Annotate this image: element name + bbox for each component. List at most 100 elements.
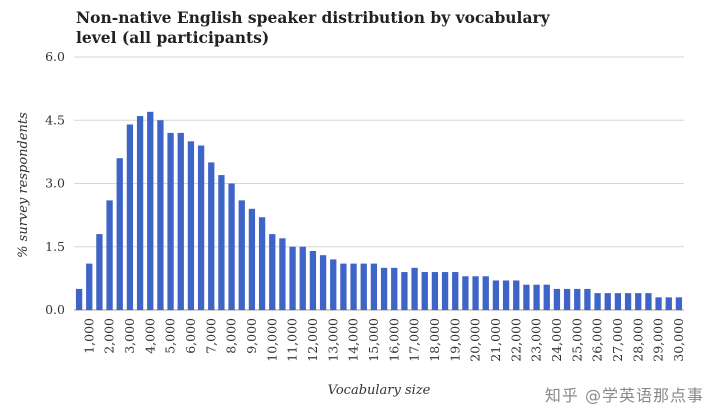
bar-27,500 [624, 293, 632, 310]
x-tick-label: 23,000 [529, 318, 544, 362]
bar-22,500 [523, 284, 530, 310]
bar-10,500 [279, 238, 286, 310]
bar-14,500 [360, 263, 367, 310]
bar-16,500 [401, 272, 408, 310]
y-axis-ticks: 0.0 1.5 3.0 4.5 6.0 [45, 49, 65, 317]
x-tick-label: 24,000 [549, 318, 564, 362]
bar-5,500 [177, 132, 184, 310]
chart-title: Non-native English speaker distribution … [76, 8, 550, 47]
x-tick-label: 2,000 [102, 318, 117, 354]
bar-27,000 [614, 293, 622, 310]
y-axis-title: % survey respondents [16, 112, 31, 258]
bar-28,500 [645, 293, 652, 310]
bar-17,000 [411, 267, 418, 310]
x-axis-ticks: 1,000 2,000 3,000 4,000 5,000 6,000 7,000 8,000… [81, 318, 686, 362]
bar-10,000 [269, 234, 276, 310]
bar-17,500 [421, 272, 428, 310]
bar-24,000 [553, 288, 561, 310]
x-tick-label: 12,000 [305, 318, 320, 362]
y-tick-label: 1.5 [45, 239, 65, 254]
bar-19,500 [462, 276, 469, 310]
x-tick-label: 20,000 [468, 318, 483, 362]
x-tick-label: 10,000 [264, 318, 279, 362]
x-tick-label: 9,000 [244, 318, 259, 354]
x-tick-label: 15,000 [366, 318, 381, 362]
bar-9,500 [258, 217, 266, 310]
bar-3,500 [136, 116, 144, 310]
x-tick-label: 5,000 [163, 318, 178, 354]
x-tick-label: 4,000 [142, 318, 157, 354]
bar-5,000 [167, 132, 174, 310]
bar-18,500 [441, 272, 449, 310]
x-tick-label: 3,000 [122, 318, 137, 354]
bar-21,000 [492, 280, 500, 310]
gridlines [74, 56, 684, 311]
bar-15,000 [370, 263, 378, 310]
bar-1,500 [96, 234, 103, 310]
x-tick-label: 13,000 [325, 318, 340, 362]
bar-7,000 [208, 162, 215, 310]
y-tick-label: 4.5 [45, 112, 65, 127]
x-tick-label: 27,000 [610, 318, 625, 362]
bar-500 [75, 288, 83, 310]
bar-15,500 [380, 267, 388, 310]
bar-4,000 [147, 111, 154, 310]
bar-26,500 [604, 293, 611, 310]
bar-28,000 [635, 293, 642, 310]
bar-25,000 [574, 288, 581, 310]
bar-16,000 [391, 267, 398, 310]
bar-23,000 [533, 284, 540, 310]
x-tick-label: 25,000 [569, 318, 584, 362]
bar-12,000 [309, 250, 317, 310]
bar-24,500 [563, 288, 571, 310]
bar-4,500 [157, 120, 164, 310]
x-tick-label: 7,000 [203, 318, 218, 354]
bar-2,000 [106, 200, 113, 310]
bar-14,000 [350, 263, 357, 310]
bar-13,000 [330, 259, 337, 310]
x-tick-label: 28,000 [630, 318, 645, 362]
x-tick-label: 26,000 [590, 318, 605, 362]
x-tick-label: 1,000 [81, 318, 96, 354]
x-tick-label: 14,000 [346, 318, 361, 362]
watermark: 知乎 @学英语那点事 [544, 386, 704, 405]
x-tick-label: 21,000 [488, 318, 503, 362]
x-axis-title: Vocabulary size [328, 383, 431, 398]
bar-11,000 [289, 246, 296, 310]
x-tick-label: 30,000 [671, 318, 686, 362]
bar-1,000 [86, 263, 93, 310]
bar-6,000 [187, 141, 195, 310]
x-tick-label: 29,000 [651, 318, 666, 362]
bar-2,500 [116, 158, 123, 310]
bar-22,000 [513, 280, 520, 310]
bar-21,500 [502, 280, 510, 310]
bar-9,000 [248, 208, 256, 310]
y-tick-label: 6.0 [45, 49, 65, 64]
bar-29,000 [655, 297, 662, 310]
bar-26,000 [594, 293, 601, 310]
bar-6,500 [197, 145, 205, 310]
x-tick-label: 8,000 [224, 318, 239, 354]
x-tick-label: 16,000 [386, 318, 401, 362]
bar-25,500 [584, 288, 591, 310]
x-tick-label: 11,000 [285, 318, 300, 362]
bar-20,000 [472, 276, 479, 310]
bar-19,000 [452, 272, 459, 310]
x-tick-label: 19,000 [447, 318, 462, 362]
bar-3,000 [126, 124, 134, 310]
bar-29,500 [665, 297, 672, 310]
y-tick-label: 0.0 [45, 302, 65, 317]
bar-8,000 [228, 183, 235, 310]
bar-23,500 [543, 284, 550, 310]
bar-7,500 [218, 175, 225, 310]
bar-20,500 [482, 276, 489, 310]
bar-13,500 [340, 263, 347, 310]
bar-12,500 [319, 255, 327, 310]
bar-8,500 [238, 200, 245, 310]
bar-11,500 [299, 246, 306, 310]
x-tick-label: 22,000 [508, 318, 523, 362]
bar-18,000 [431, 272, 439, 310]
x-tick-label: 6,000 [183, 318, 198, 354]
bars [75, 111, 683, 310]
